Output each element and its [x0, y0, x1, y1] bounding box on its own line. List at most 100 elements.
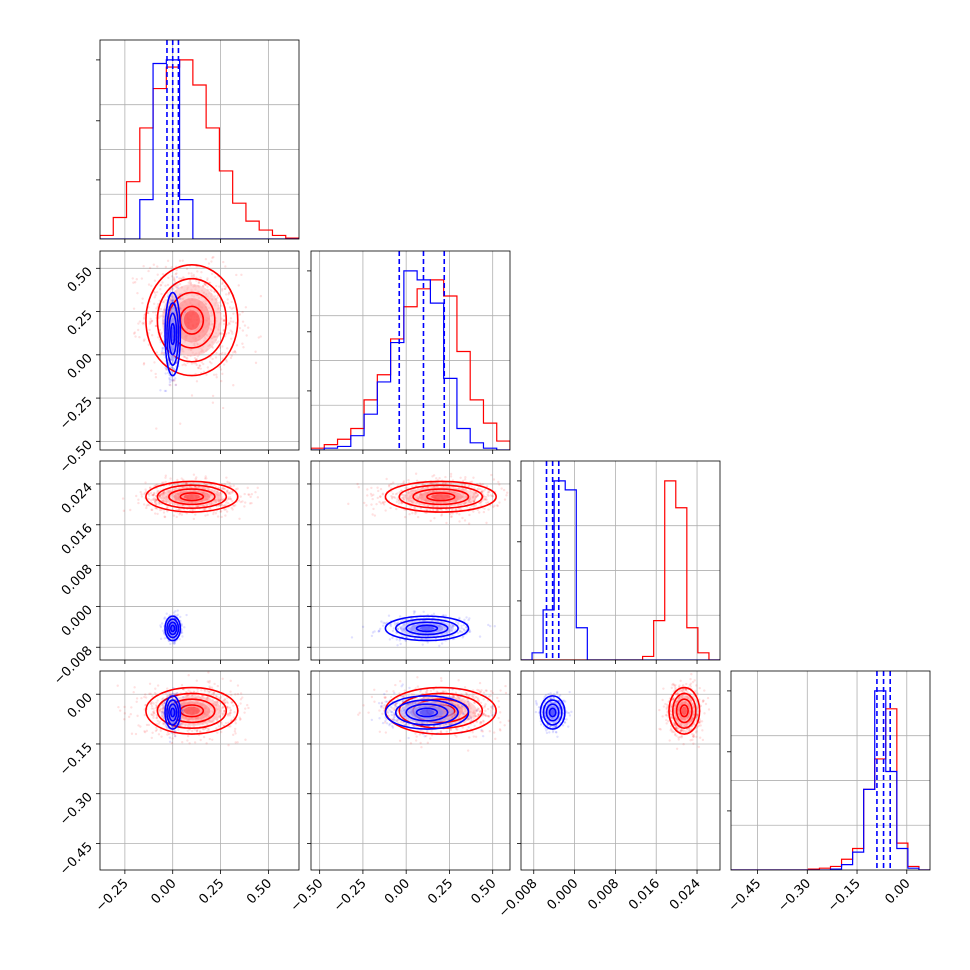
density-fill: [183, 494, 200, 500]
sample-point: [131, 277, 134, 280]
sample-point: [166, 733, 169, 736]
sample-point: [166, 259, 170, 263]
sample-point: [148, 322, 152, 325]
x-tick-label: −0.45: [726, 876, 765, 915]
sample-point: [216, 296, 219, 300]
panel-frame: [310, 250, 511, 451]
sample-point: [145, 723, 149, 727]
sample-point: [171, 642, 175, 645]
sample-point: [259, 335, 262, 338]
sample-point: [210, 289, 213, 293]
sample-point: [239, 495, 242, 498]
sample-point: [432, 616, 435, 619]
sample-point: [382, 501, 385, 504]
sample-point: [161, 273, 165, 276]
sample-point: [485, 498, 488, 501]
sample-point: [387, 485, 391, 488]
sample-point: [236, 487, 239, 490]
sample-point: [123, 712, 127, 715]
sample-point: [157, 710, 161, 713]
sample-point: [153, 691, 157, 695]
sample-point: [171, 378, 174, 381]
sample-point: [444, 481, 448, 485]
sample-point: [219, 504, 222, 507]
sample-point: [229, 708, 233, 712]
sample-point: [191, 508, 195, 512]
sample-point: [234, 351, 237, 354]
sample-point: [224, 293, 228, 296]
sample-point: [256, 486, 259, 490]
contour-line: [156, 277, 228, 363]
sample-point: [180, 477, 183, 480]
sample-point: [443, 617, 446, 621]
sample-point: [218, 365, 222, 369]
sample-point: [176, 609, 179, 612]
sample-point: [152, 311, 155, 314]
sample-point: [196, 270, 199, 273]
sample-point: [150, 369, 153, 372]
sample-point: [147, 343, 150, 347]
sample-point: [152, 498, 155, 502]
sample-point: [161, 281, 164, 284]
sample-point: [155, 427, 158, 430]
sample-point: [162, 322, 165, 326]
sample-point: [421, 483, 424, 486]
sample-point: [223, 701, 227, 705]
sample-point: [229, 317, 233, 320]
sample-point: [225, 285, 228, 289]
sample-point: [207, 262, 211, 265]
sample-point: [163, 515, 167, 519]
sample-point: [143, 491, 147, 495]
sample-point: [230, 701, 234, 704]
sample-point: [159, 315, 162, 318]
sample-point: [435, 477, 438, 480]
sample-point: [450, 508, 454, 512]
sample-point: [140, 495, 144, 498]
sample-point: [229, 320, 232, 323]
sample-point: [426, 641, 429, 644]
sample-point: [216, 731, 219, 734]
sample-point: [450, 515, 454, 518]
sample-point: [211, 256, 214, 260]
sample-point: [235, 273, 238, 277]
sample-point: [221, 677, 224, 680]
sample-point: [462, 627, 465, 631]
sample-point: [190, 394, 194, 397]
sample-point: [169, 693, 172, 696]
sample-point: [174, 301, 177, 305]
sample-point: [394, 496, 397, 500]
sample-point: [390, 494, 393, 498]
sample-point: [185, 613, 188, 617]
sample-point: [154, 729, 158, 733]
sample-point: [136, 291, 139, 295]
sample-point: [166, 506, 169, 510]
sample-point: [163, 515, 166, 518]
x-tick-label: 0.00: [883, 876, 914, 907]
sample-point: [167, 276, 170, 280]
sample-point: [234, 732, 237, 735]
sample-point: [203, 482, 206, 486]
sample-point: [412, 610, 416, 613]
sample-point: [170, 741, 174, 745]
sample-point: [495, 504, 499, 507]
sample-point: [226, 714, 230, 717]
sample-point: [212, 255, 215, 259]
sample-point: [487, 623, 490, 627]
sample-point: [152, 494, 155, 497]
sample-point: [201, 694, 204, 698]
sample-point: [221, 714, 225, 717]
sample-point: [512, 494, 514, 496]
sample-point: [163, 617, 166, 620]
sample-point: [465, 616, 468, 619]
sample-point: [213, 682, 216, 686]
sample-point: [226, 489, 229, 492]
sample-point: [490, 473, 493, 477]
sample-point: [219, 510, 222, 513]
sample-point: [407, 478, 410, 482]
sample-point: [402, 496, 405, 500]
sample-point: [363, 501, 366, 505]
sample-point: [170, 275, 174, 278]
sample-point: [229, 497, 233, 501]
sample-point: [398, 490, 401, 494]
sample-point: [183, 363, 186, 366]
